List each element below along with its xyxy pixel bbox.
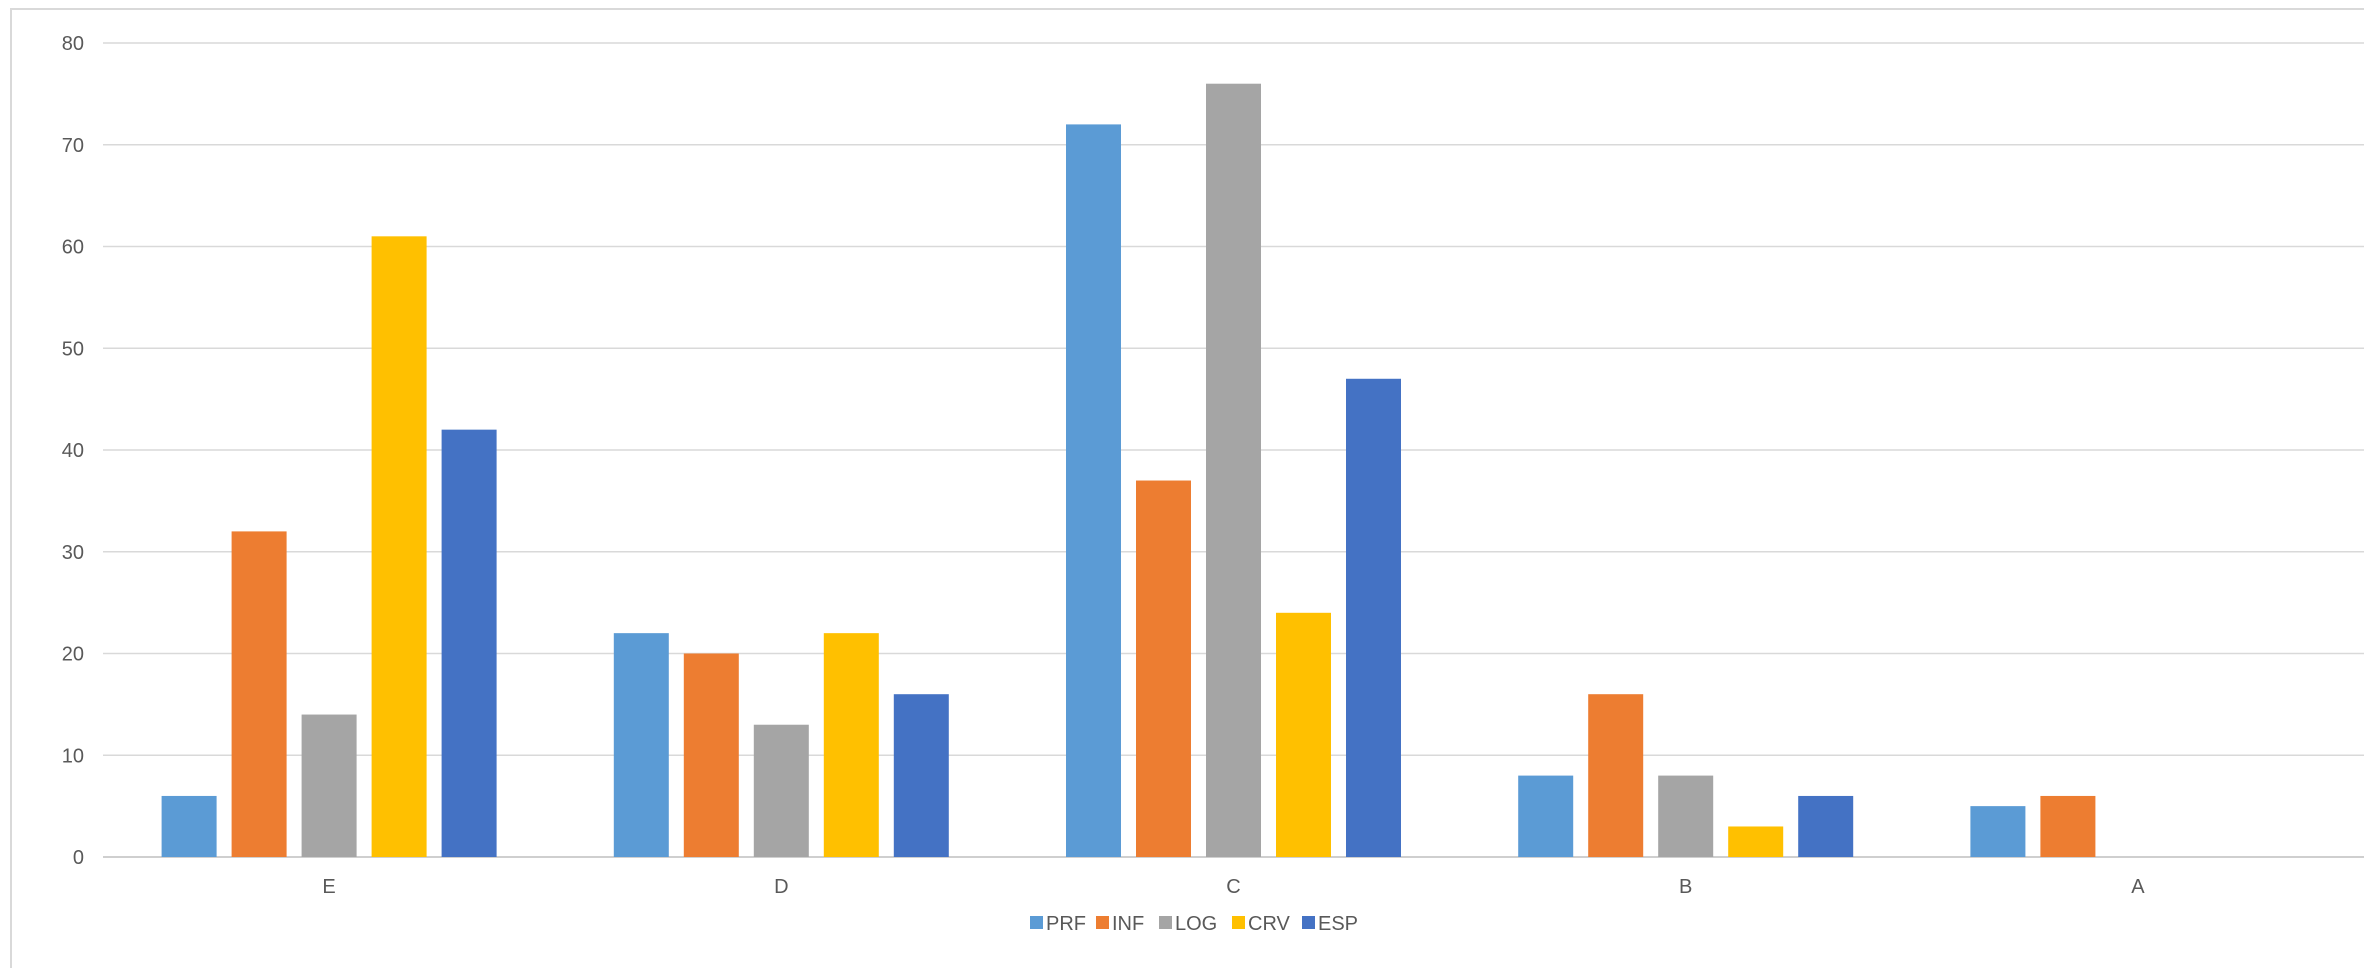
y-tick-label: 20 bbox=[62, 644, 84, 666]
legend-label-esp: ESP bbox=[1318, 913, 1358, 935]
bar-log-d bbox=[754, 725, 809, 857]
bar-crv-c bbox=[1276, 613, 1331, 857]
bar-log-b bbox=[1658, 776, 1713, 857]
y-tick-label: 70 bbox=[62, 135, 84, 157]
bars bbox=[162, 84, 2096, 857]
legend-label-log: LOG bbox=[1175, 913, 1217, 935]
legend-swatch-inf bbox=[1096, 916, 1109, 929]
y-tick-label: 0 bbox=[73, 847, 84, 869]
legend-swatch-esp bbox=[1302, 916, 1315, 929]
bar-prf-e bbox=[162, 796, 217, 857]
bar-inf-b bbox=[1588, 694, 1643, 857]
x-category-label: D bbox=[774, 876, 788, 898]
y-tick-label: 60 bbox=[62, 237, 84, 259]
x-category-label: A bbox=[2131, 876, 2145, 898]
x-category-label: E bbox=[322, 876, 335, 898]
bar-prf-a bbox=[1970, 806, 2025, 857]
bar-crv-b bbox=[1728, 826, 1783, 857]
bar-log-e bbox=[302, 715, 357, 857]
bar-prf-c bbox=[1066, 124, 1121, 857]
bar-prf-b bbox=[1518, 776, 1573, 857]
y-axis: 0 10 20 30 40 50 60 70 80 bbox=[62, 33, 84, 869]
legend-label-crv: CRV bbox=[1248, 913, 1291, 935]
bar-crv-d bbox=[824, 633, 879, 857]
y-tick-label: 10 bbox=[62, 745, 84, 767]
y-tick-label: 80 bbox=[62, 33, 84, 55]
legend-label-inf: INF bbox=[1112, 913, 1144, 935]
bar-esp-c bbox=[1346, 379, 1401, 857]
bar-inf-e bbox=[232, 531, 287, 857]
bar-crv-e bbox=[372, 236, 427, 857]
y-tick-label: 30 bbox=[62, 542, 84, 564]
y-tick-label: 50 bbox=[62, 338, 84, 360]
bar-prf-d bbox=[614, 633, 669, 857]
legend-swatch-prf bbox=[1030, 916, 1043, 929]
bar-inf-c bbox=[1136, 481, 1191, 857]
x-category-label: C bbox=[1226, 876, 1240, 898]
x-category-label: B bbox=[1679, 876, 1692, 898]
legend-swatch-log bbox=[1159, 916, 1172, 929]
y-tick-label: 40 bbox=[62, 440, 84, 462]
bar-log-c bbox=[1206, 84, 1261, 857]
bar-esp-e bbox=[442, 430, 497, 857]
legend-swatch-crv bbox=[1232, 916, 1245, 929]
bar-esp-b bbox=[1798, 796, 1853, 857]
bar-inf-a bbox=[2040, 796, 2095, 857]
legend-label-prf: PRF bbox=[1046, 913, 1086, 935]
legend: PRF INF LOG CRV ESP bbox=[1030, 913, 1358, 935]
bar-inf-d bbox=[684, 654, 739, 858]
bar-esp-d bbox=[894, 694, 949, 857]
